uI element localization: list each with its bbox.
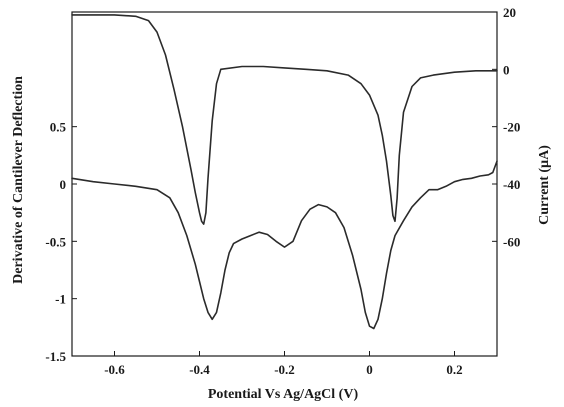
x-tick-label: 0	[366, 362, 373, 377]
y-right-tick-label: -60	[503, 234, 520, 249]
y-right-axis-title: Current (µA)	[537, 145, 552, 225]
x-tick-label: -0.6	[104, 362, 125, 377]
y-left-tick-label: 0	[60, 177, 67, 192]
y-left-tick-label: -1.5	[45, 349, 66, 364]
y-left-tick-label: -0.5	[45, 234, 66, 249]
axes	[71, 11, 498, 357]
ticks: -0.6 -0.4 -0.2 0 0.2 0.5 0 -0.5 -1 -1.5 20 0 -20 -40 -…	[45, 5, 520, 377]
x-tick-label: -0.4	[189, 362, 210, 377]
y-left-tick-label: 0.5	[50, 120, 67, 135]
y-left-axis-title: Derivative of Cantilever Deflection	[11, 76, 26, 284]
y-right-tick-label: 0	[503, 62, 510, 77]
y-left-tick-label: -1	[55, 292, 66, 307]
y-right-tick-label: 20	[503, 5, 516, 20]
y-right-tick-label: -20	[503, 120, 520, 135]
current-series-line	[71, 14, 498, 225]
x-axis-title: Potential Vs Ag/AgCl (V)	[208, 387, 359, 402]
x-tick-label: 0.2	[446, 362, 462, 377]
y-right-tick-label: -40	[503, 177, 520, 192]
series	[71, 14, 498, 330]
x-tick-label: -0.2	[274, 362, 295, 377]
deflection-derivative-series-line	[71, 160, 498, 330]
plot-frame	[71, 11, 498, 357]
